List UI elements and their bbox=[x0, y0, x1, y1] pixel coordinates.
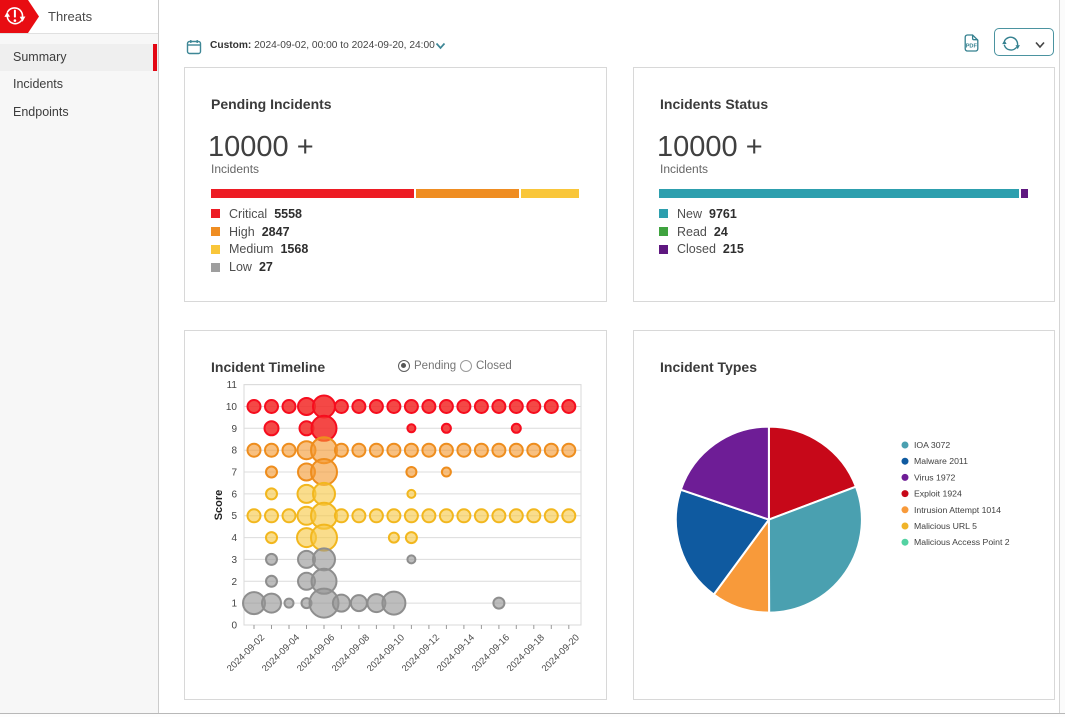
svg-text:11: 11 bbox=[227, 380, 238, 391]
svg-text:0: 0 bbox=[231, 621, 237, 632]
svg-text:2024-09-20: 2024-09-20 bbox=[540, 632, 582, 671]
svg-text:Exploit 1924: Exploit 1924 bbox=[914, 489, 962, 499]
svg-text:Score: Score bbox=[213, 490, 225, 521]
svg-text:PDF: PDF bbox=[966, 44, 978, 50]
svg-text:4: 4 bbox=[231, 533, 237, 544]
svg-text:Malicious URL 5: Malicious URL 5 bbox=[914, 521, 977, 531]
svg-text:7: 7 bbox=[231, 468, 237, 479]
svg-text:2: 2 bbox=[231, 577, 237, 588]
svg-text:9: 9 bbox=[231, 424, 237, 435]
svg-text:5: 5 bbox=[231, 511, 237, 522]
svg-text:10: 10 bbox=[226, 402, 238, 413]
svg-text:6: 6 bbox=[231, 489, 237, 500]
svg-text:Malware 2011: Malware 2011 bbox=[914, 456, 968, 466]
svg-text:1: 1 bbox=[231, 599, 237, 610]
svg-text:IOA 3072: IOA 3072 bbox=[914, 440, 950, 450]
svg-text:3: 3 bbox=[231, 555, 237, 566]
svg-text:Malicious Access Point 2: Malicious Access Point 2 bbox=[914, 537, 1010, 547]
svg-text:Virus 1972: Virus 1972 bbox=[914, 472, 956, 482]
svg-text:8: 8 bbox=[231, 446, 237, 457]
svg-text:Intrusion Attempt 1014: Intrusion Attempt 1014 bbox=[914, 505, 1001, 515]
